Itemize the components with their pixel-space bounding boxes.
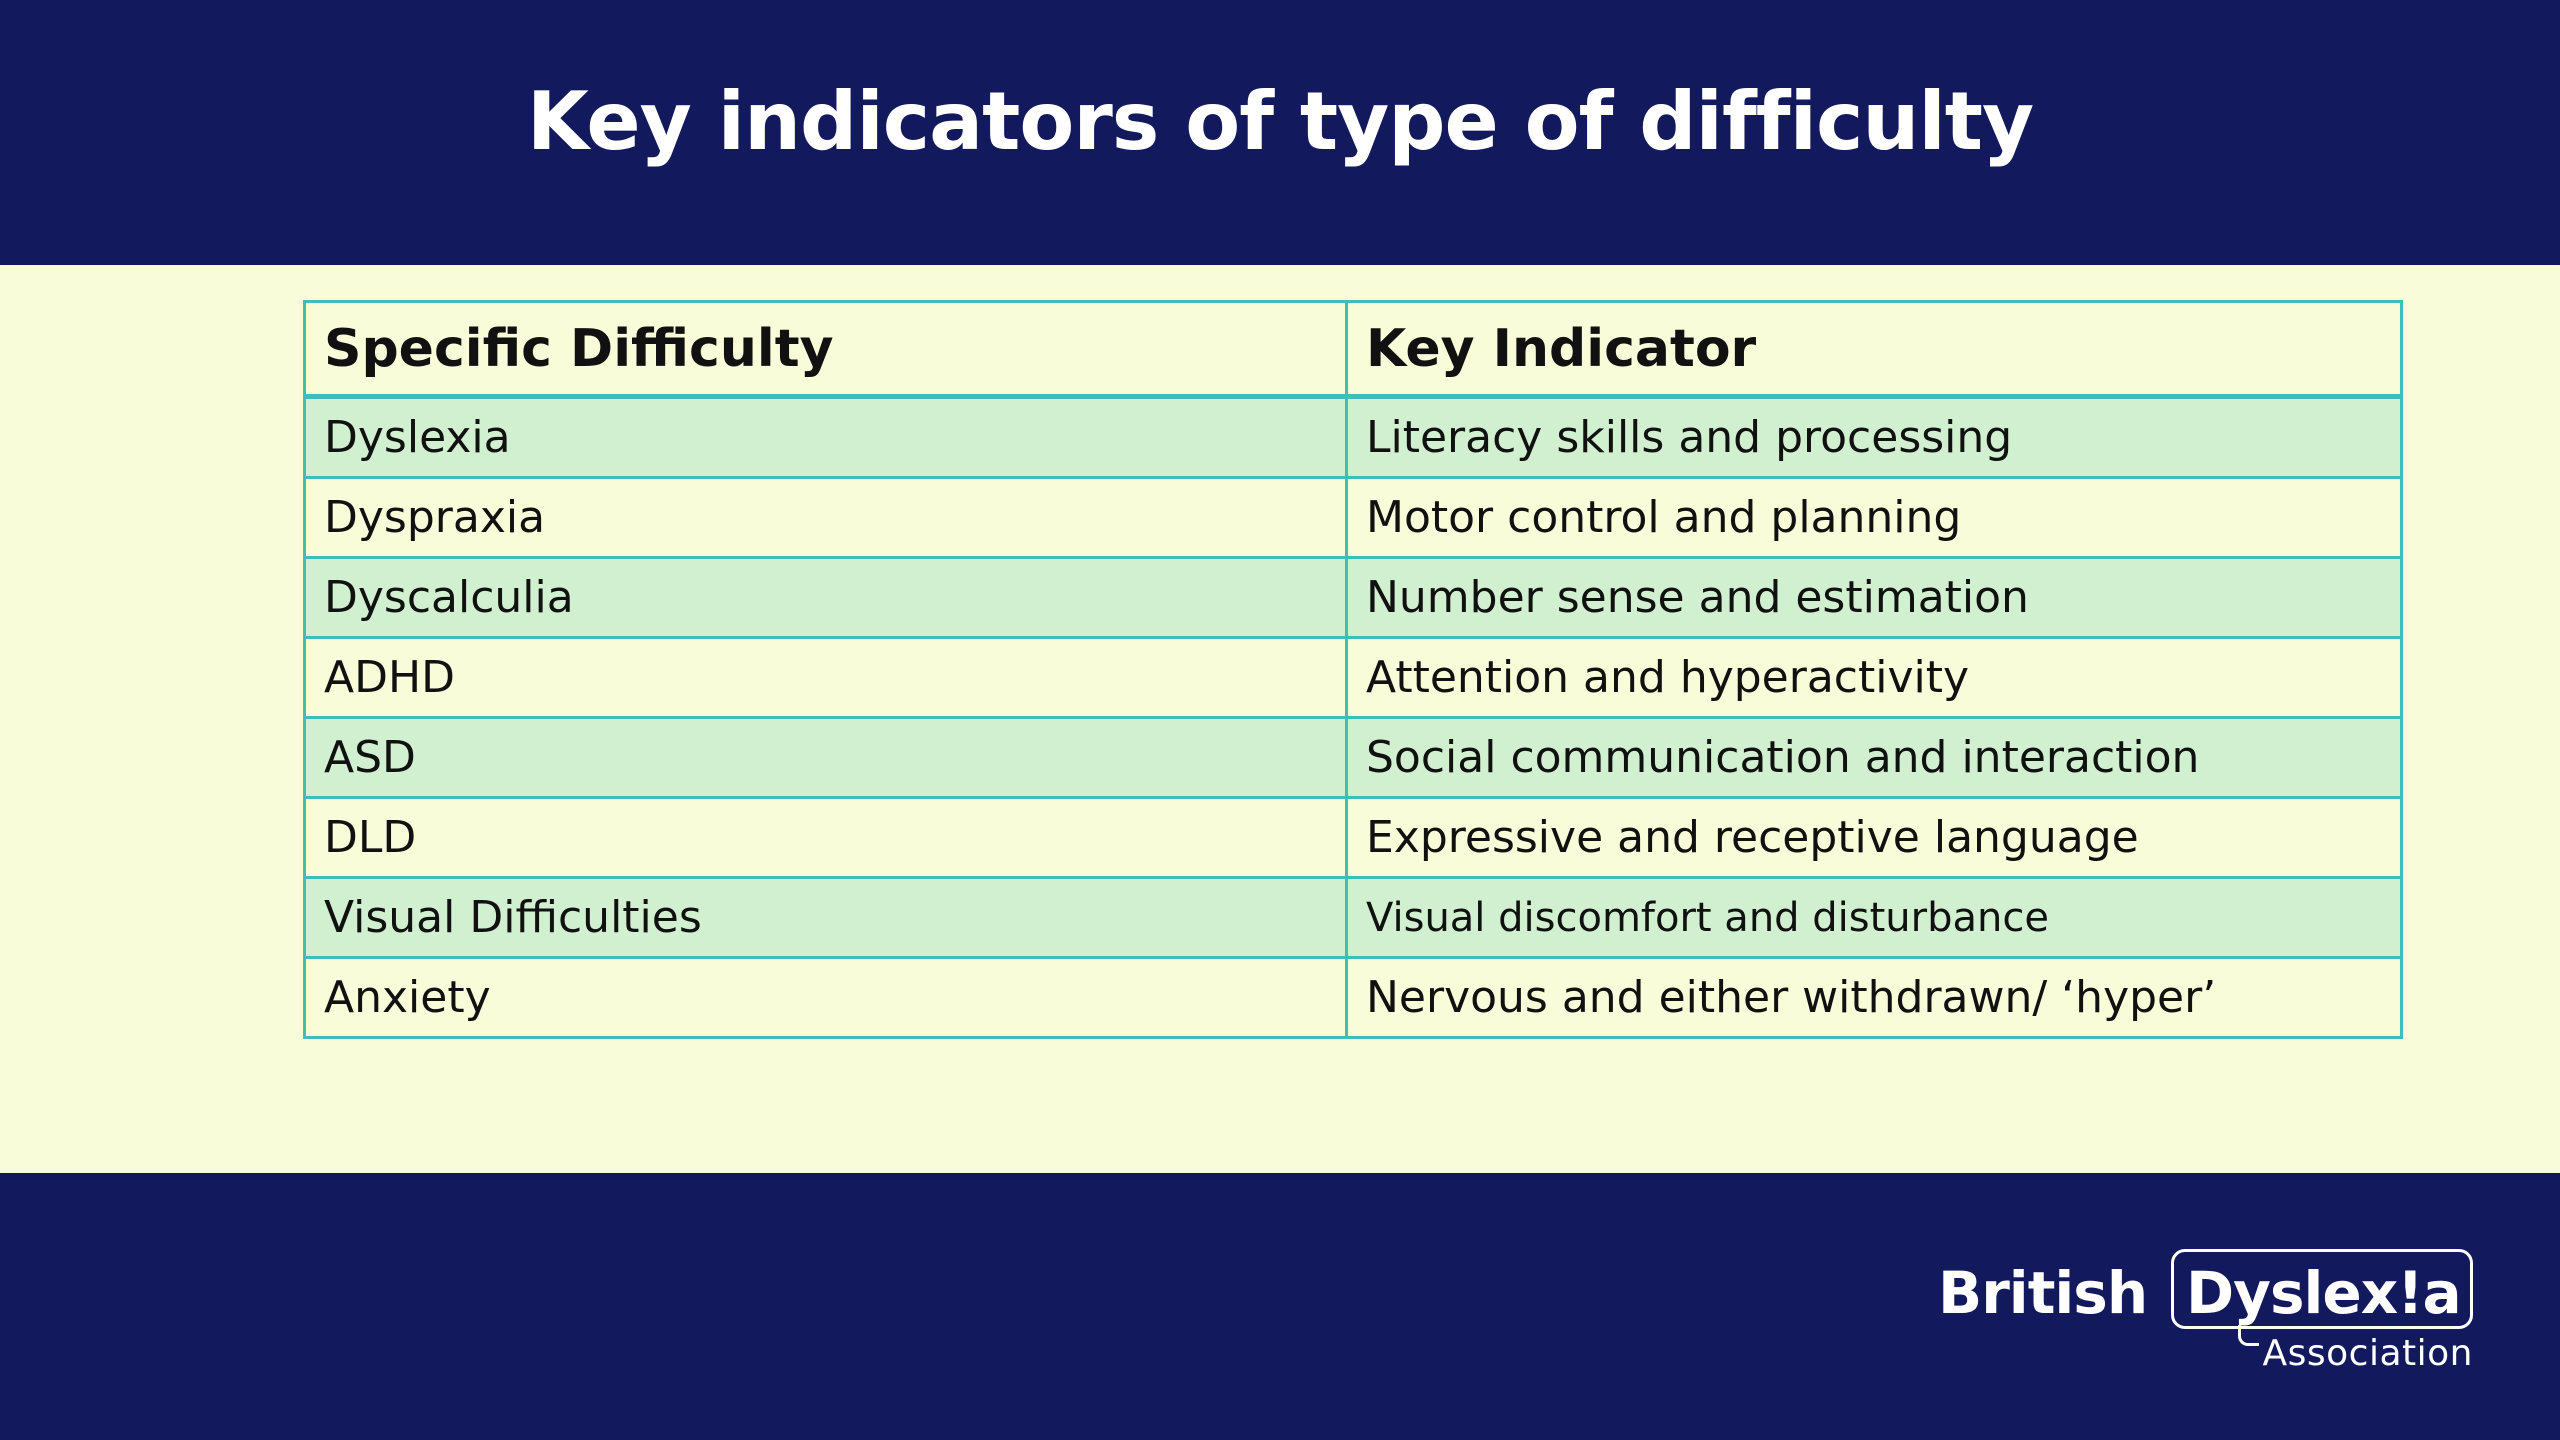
indicator-cell: Motor control and planning <box>1345 476 2403 559</box>
table-row: Visual Difficulties Visual discomfort an… <box>303 876 2403 959</box>
indicator-cell: Attention and hyperactivity <box>1345 636 2403 719</box>
difficulty-cell: Visual Difficulties <box>303 876 1348 959</box>
indicator-cell: Literacy skills and processing <box>1345 395 2403 479</box>
logo-word-british: British <box>1938 1259 2148 1327</box>
slide-title: Key indicators of type of difficulty <box>526 75 2034 168</box>
indicator-cell: Nervous and either withdrawn/ ‘hyper’ <box>1345 956 2403 1039</box>
indicator-cell: Expressive and receptive language <box>1345 796 2403 879</box>
table-row: DLD Expressive and receptive language <box>303 796 2403 879</box>
table-row: Anxiety Nervous and either withdrawn/ ‘h… <box>303 956 2403 1039</box>
column-header-indicator: Key Indicator <box>1345 300 2403 399</box>
logo-word-association: Association <box>2262 1333 2473 1374</box>
column-header-difficulty: Specific Difficulty <box>303 300 1348 399</box>
table-row: ADHD Attention and hyperactivity <box>303 636 2403 719</box>
logo-speech-bubble <box>2171 1249 2473 1329</box>
indicator-cell: Number sense and estimation <box>1345 556 2403 639</box>
table-header-row: Specific Difficulty Key Indicator <box>303 300 2403 399</box>
difficulty-cell: Dyspraxia <box>303 476 1348 559</box>
difficulty-cell: Dyslexia <box>303 395 1348 479</box>
table-row: Dyslexia Literacy skills and processing <box>303 395 2403 479</box>
content-area: Specific Difficulty Key Indicator Dyslex… <box>0 265 2560 1173</box>
difficulty-cell: DLD <box>303 796 1348 879</box>
footer-band: British Dyslex!a Association <box>0 1173 2560 1440</box>
table-row: ASD Social communication and interaction <box>303 716 2403 799</box>
difficulty-cell: Anxiety <box>303 956 1348 1039</box>
table-row: Dyspraxia Motor control and planning <box>303 476 2403 559</box>
title-band: Key indicators of type of difficulty <box>0 0 2560 265</box>
indicators-table: Specific Difficulty Key Indicator Dyslex… <box>303 300 2403 1039</box>
difficulty-cell: ASD <box>303 716 1348 799</box>
indicators-table-container: Specific Difficulty Key Indicator Dyslex… <box>303 300 2403 1039</box>
logo-word-dyslexia: Dyslex!a <box>2186 1259 2462 1327</box>
table-row: Dyscalculia Number sense and estimation <box>303 556 2403 639</box>
bda-logo: British Dyslex!a Association <box>1938 1249 2498 1379</box>
difficulty-cell: ADHD <box>303 636 1348 719</box>
difficulty-cell: Dyscalculia <box>303 556 1348 639</box>
indicator-cell: Social communication and interaction <box>1345 716 2403 799</box>
indicator-cell: Visual discomfort and disturbance <box>1345 876 2403 959</box>
logo-speech-bubble-tail <box>2238 1325 2259 1346</box>
